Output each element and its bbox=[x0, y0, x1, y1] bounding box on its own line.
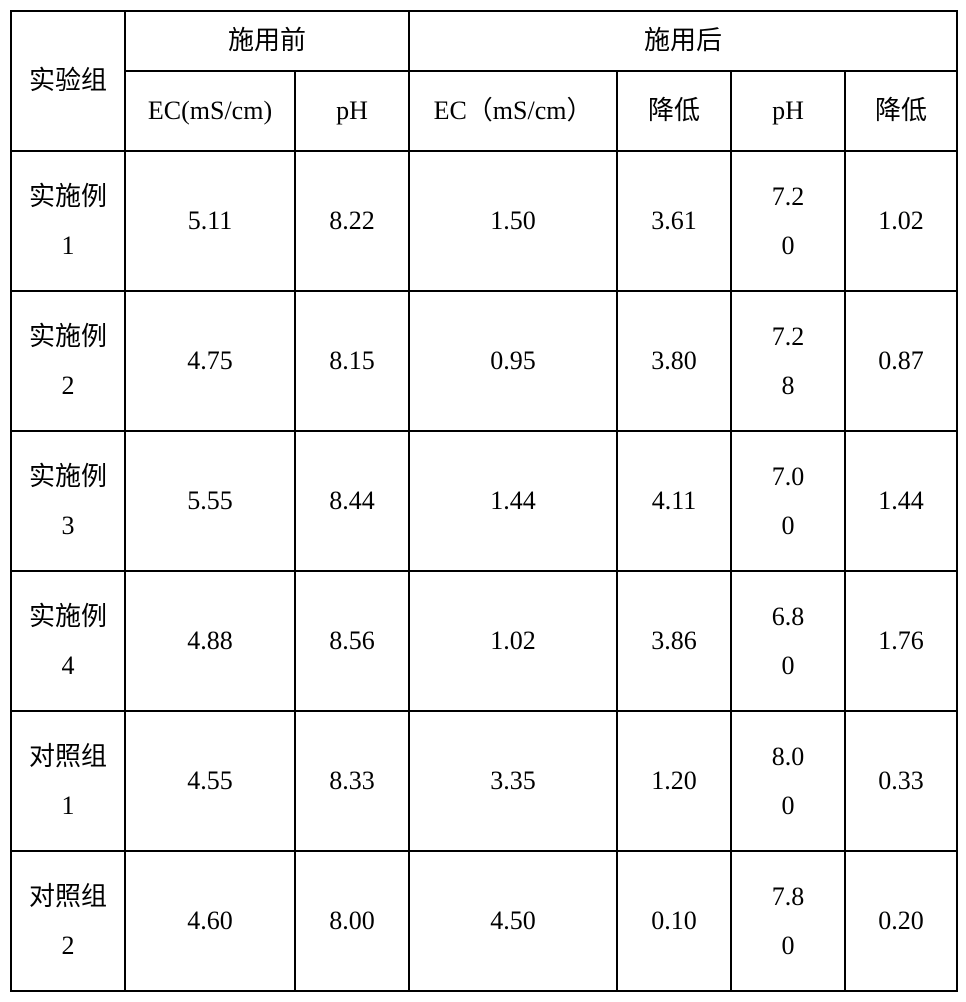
cell-dec1: 4.11 bbox=[617, 431, 731, 571]
cell-ec_before: 4.55 bbox=[125, 711, 295, 851]
cell-ph_after: 7.2 0 bbox=[731, 151, 845, 291]
cell-ec_before: 4.60 bbox=[125, 851, 295, 991]
cell-dec1: 3.61 bbox=[617, 151, 731, 291]
cell-group: 实施例 2 bbox=[11, 291, 125, 431]
table-row: 对照组 14.558.333.351.208.0 00.33 bbox=[11, 711, 957, 851]
cell-dec1: 3.80 bbox=[617, 291, 731, 431]
cell-dec2: 0.87 bbox=[845, 291, 957, 431]
cell-ec_after: 1.44 bbox=[409, 431, 617, 571]
cell-dec2: 0.20 bbox=[845, 851, 957, 991]
table-body: 实施例 15.118.221.503.617.2 01.02实施例 24.758… bbox=[11, 151, 957, 991]
cell-dec2: 0.33 bbox=[845, 711, 957, 851]
cell-ph_after: 6.8 0 bbox=[731, 571, 845, 711]
cell-ec_after: 1.50 bbox=[409, 151, 617, 291]
cell-ec_after: 3.35 bbox=[409, 711, 617, 851]
cell-ph_before: 8.44 bbox=[295, 431, 409, 571]
cell-group: 实施例 3 bbox=[11, 431, 125, 571]
cell-ec_after: 4.50 bbox=[409, 851, 617, 991]
cell-ph_before: 8.22 bbox=[295, 151, 409, 291]
cell-dec2: 1.44 bbox=[845, 431, 957, 571]
header-ph-before: pH bbox=[295, 71, 409, 151]
table-row: 实施例 35.558.441.444.117.0 01.44 bbox=[11, 431, 957, 571]
header-ph-after: pH bbox=[731, 71, 845, 151]
cell-ph_after: 7.8 0 bbox=[731, 851, 845, 991]
header-before: 施用前 bbox=[125, 11, 409, 71]
cell-ph_after: 7.2 8 bbox=[731, 291, 845, 431]
experiment-table: 实验组 施用前 施用后 EC(mS/cm) pH EC（mS/cm） 降低 pH… bbox=[10, 10, 958, 992]
cell-group: 实施例 4 bbox=[11, 571, 125, 711]
cell-ph_before: 8.15 bbox=[295, 291, 409, 431]
cell-dec2: 1.76 bbox=[845, 571, 957, 711]
table-row: 实施例 15.118.221.503.617.2 01.02 bbox=[11, 151, 957, 291]
cell-group: 对照组 1 bbox=[11, 711, 125, 851]
header-ec-after: EC（mS/cm） bbox=[409, 71, 617, 151]
header-after: 施用后 bbox=[409, 11, 957, 71]
cell-ph_before: 8.00 bbox=[295, 851, 409, 991]
cell-ec_before: 4.75 bbox=[125, 291, 295, 431]
cell-ec_after: 0.95 bbox=[409, 291, 617, 431]
cell-ph_before: 8.33 bbox=[295, 711, 409, 851]
header-ec-before: EC(mS/cm) bbox=[125, 71, 295, 151]
cell-ph_before: 8.56 bbox=[295, 571, 409, 711]
cell-group: 实施例 1 bbox=[11, 151, 125, 291]
cell-dec1: 0.10 bbox=[617, 851, 731, 991]
cell-ec_before: 4.88 bbox=[125, 571, 295, 711]
cell-ec_before: 5.55 bbox=[125, 431, 295, 571]
table-row: 实施例 24.758.150.953.807.2 80.87 bbox=[11, 291, 957, 431]
cell-ec_before: 5.11 bbox=[125, 151, 295, 291]
table-row: 实施例 44.888.561.023.866.8 01.76 bbox=[11, 571, 957, 711]
cell-ph_after: 7.0 0 bbox=[731, 431, 845, 571]
cell-group: 对照组 2 bbox=[11, 851, 125, 991]
cell-ec_after: 1.02 bbox=[409, 571, 617, 711]
cell-ph_after: 8.0 0 bbox=[731, 711, 845, 851]
header-dec2: 降低 bbox=[845, 71, 957, 151]
cell-dec1: 1.20 bbox=[617, 711, 731, 851]
header-dec1: 降低 bbox=[617, 71, 731, 151]
cell-dec2: 1.02 bbox=[845, 151, 957, 291]
header-group: 实验组 bbox=[11, 11, 125, 151]
cell-dec1: 3.86 bbox=[617, 571, 731, 711]
table-row: 对照组 24.608.004.500.107.8 00.20 bbox=[11, 851, 957, 991]
